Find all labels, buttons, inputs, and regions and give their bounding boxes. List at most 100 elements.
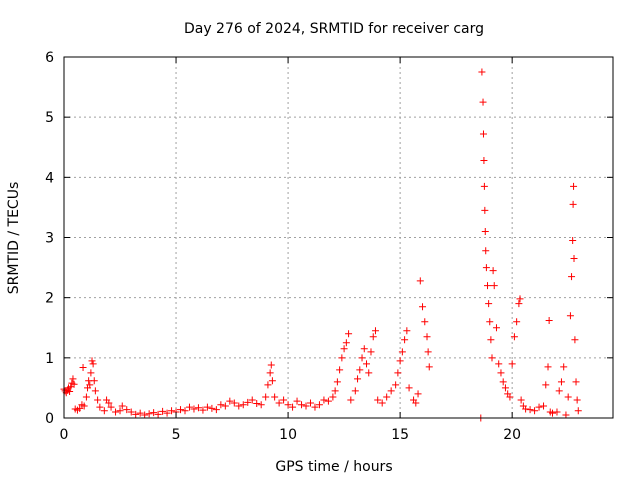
data-point (487, 336, 495, 344)
data-point (557, 378, 565, 386)
data-point (369, 333, 377, 341)
data-point (506, 393, 514, 401)
data-point (571, 336, 579, 344)
data-point (90, 377, 98, 385)
data-point (478, 68, 486, 76)
data-point (338, 354, 346, 362)
data-point (306, 399, 314, 407)
data-point (226, 397, 234, 405)
data-point (535, 403, 543, 411)
data-point (480, 182, 488, 190)
data-point (150, 409, 158, 417)
data-point (403, 327, 411, 335)
data-point (351, 387, 359, 395)
x-tick-label: 20 (503, 427, 521, 443)
data-point (199, 406, 207, 414)
data-point (531, 407, 539, 415)
data-point (562, 411, 570, 419)
data-point (107, 403, 115, 411)
data-point (311, 403, 319, 411)
chart-title: Day 276 of 2024, SRMTID for receiver car… (184, 21, 484, 37)
y-tick-label: 6 (45, 50, 54, 66)
data-point (354, 375, 362, 383)
data-point (481, 206, 489, 214)
data-point (253, 400, 261, 408)
data-point (342, 339, 350, 347)
y-tick-label: 5 (45, 110, 54, 126)
data-point (542, 381, 550, 389)
data-point (482, 264, 490, 272)
data-point (526, 406, 534, 414)
data-point (100, 407, 108, 415)
data-point (425, 363, 433, 371)
data-point (481, 227, 489, 235)
data-point (181, 407, 189, 415)
data-point (280, 396, 288, 404)
data-point (497, 369, 505, 377)
data-point (340, 345, 348, 353)
data-point (405, 384, 413, 392)
data-point (230, 399, 238, 407)
data-point (378, 399, 386, 407)
x-tick-label: 5 (172, 427, 181, 443)
data-point (268, 377, 276, 385)
data-point (501, 384, 509, 392)
data-point (482, 247, 490, 255)
data-point (555, 387, 563, 395)
grid-lines (64, 57, 613, 418)
data-point (424, 348, 432, 356)
data-point (574, 407, 582, 415)
data-point (185, 403, 193, 411)
data-point (248, 396, 256, 404)
data-point (235, 402, 243, 410)
data-point (257, 401, 265, 409)
data-point (127, 408, 135, 416)
data-point (573, 396, 581, 404)
data-point (154, 410, 162, 418)
data-point (560, 363, 568, 371)
data-point (302, 402, 310, 410)
data-point (479, 130, 487, 138)
y-tick-label: 4 (45, 170, 54, 186)
data-point (203, 403, 211, 411)
data-point (177, 406, 185, 414)
data-point (347, 396, 355, 404)
data-point (82, 393, 90, 401)
data-point (371, 327, 379, 335)
data-point (89, 360, 97, 368)
axis-ticks: 0 5 10 15 20 0 1 2 3 4 5 6 (45, 50, 613, 443)
data-point (208, 404, 216, 412)
y-tick-label: 0 (45, 411, 54, 427)
data-point (488, 354, 496, 362)
x-tick-label: 15 (391, 427, 409, 443)
data-point (374, 396, 382, 404)
data-point (123, 406, 131, 414)
data-points (60, 68, 582, 422)
data-point (194, 404, 202, 412)
data-point (356, 366, 364, 374)
data-point (510, 333, 518, 341)
data-point (421, 318, 429, 326)
data-point (383, 393, 391, 401)
data-point (545, 317, 553, 325)
data-point (266, 369, 274, 377)
data-point (112, 408, 120, 416)
data-point (136, 409, 144, 417)
data-point (412, 399, 420, 407)
data-point (513, 318, 521, 326)
data-point (544, 363, 552, 371)
data-point (568, 273, 576, 281)
x-tick-label: 10 (279, 427, 297, 443)
data-point (516, 295, 524, 303)
data-point (217, 401, 225, 409)
data-point (365, 369, 373, 377)
data-point (358, 354, 366, 362)
data-point (517, 396, 525, 404)
data-point (118, 402, 126, 410)
data-point (76, 404, 84, 412)
data-point (480, 156, 488, 164)
data-point (522, 405, 530, 413)
data-point (239, 401, 247, 409)
y-tick-label: 3 (45, 231, 54, 247)
